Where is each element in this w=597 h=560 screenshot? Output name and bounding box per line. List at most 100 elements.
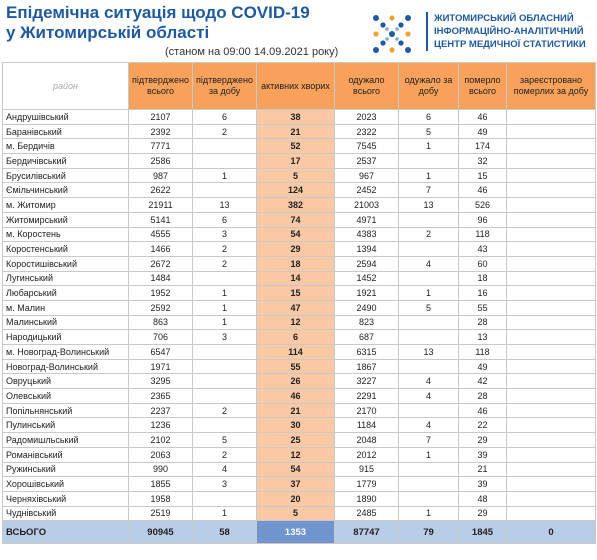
cell-died: 21 (458, 461, 507, 478)
cell-district: Попільнянський (2, 402, 129, 419)
cell-recovered: 1452 (334, 270, 399, 287)
table-row: м. Новоград-Волинський 6547 114 6315 13 118 (2, 344, 596, 360)
cell-active: 21 (256, 402, 335, 419)
cell-confirmed: 6547 (128, 344, 193, 360)
table-row: Хорошівський 1855 3 37 1779 39 (2, 476, 596, 492)
cell-died: 28 (458, 314, 507, 331)
cell-confirmed: 1466 (128, 241, 193, 257)
cell-recovered-day: 1 (398, 138, 459, 155)
cell-confirmed-day: 1 (192, 167, 257, 184)
cell-recovered-day (398, 241, 459, 257)
title-line-1: Епідемічна ситуація щодо COVID-19 (6, 3, 310, 22)
table-row: м. Житомир 21911 13 382 21003 13 526 (2, 197, 596, 213)
header-confirmed: підтверджено всього (128, 62, 193, 110)
cell-recovered-day: 6 (398, 109, 459, 125)
cell-confirmed: 990 (128, 461, 193, 478)
cell-active: 54 (256, 226, 335, 243)
cell-active: 20 (256, 490, 335, 507)
cell-died: 32 (458, 153, 507, 169)
org-name: ЖИТОМИРСЬКИЙ ОБЛАСНИЙ ІНФОРМАЦІЙНО-АНАЛІ… (426, 12, 586, 51)
cell-died-day (506, 299, 596, 316)
header-confirmed-day: підтверджено за добу (192, 62, 257, 110)
cell-district: ВСЬОГО (2, 520, 129, 545)
table-row: Пулинський 1236 30 1184 4 22 (2, 417, 596, 434)
cell-confirmed-day: 2 (192, 402, 257, 419)
cell-recovered-day (398, 329, 459, 345)
cell-died: 60 (458, 255, 507, 272)
cell-died: 39 (458, 476, 507, 492)
cell-recovered-day: 1 (398, 446, 459, 463)
table-row: Романівський 2063 2 12 2012 1 39 (2, 446, 596, 463)
cell-district: Пулинський (2, 417, 129, 434)
cell-recovered-day (398, 358, 459, 375)
cell-confirmed-day: 2 (192, 241, 257, 257)
cell-died: 22 (458, 417, 507, 434)
cell-died-day (506, 314, 596, 331)
cell-confirmed: 2586 (128, 153, 193, 169)
cell-died-day (506, 388, 596, 404)
cell-recovered-day (398, 270, 459, 287)
cell-active: 74 (256, 211, 335, 228)
cell-recovered-day: 1 (398, 505, 459, 522)
cell-confirmed: 2063 (128, 446, 193, 463)
cell-confirmed-day (192, 270, 257, 287)
cell-district: Романівський (2, 446, 129, 463)
cell-district: Коростенський (2, 241, 129, 257)
cell-confirmed: 1971 (128, 358, 193, 375)
cell-active: 55 (256, 358, 335, 375)
cell-confirmed-day: 2 (192, 446, 257, 463)
cell-recovered: 687 (334, 329, 399, 345)
cell-recovered: 2322 (334, 123, 399, 140)
cell-confirmed: 2622 (128, 182, 193, 199)
cell-confirmed: 1236 (128, 417, 193, 434)
cell-recovered: 2023 (334, 109, 399, 125)
cell-recovered: 915 (334, 461, 399, 478)
cell-confirmed: 1484 (128, 270, 193, 287)
cell-recovered-day: 4 (398, 255, 459, 272)
cell-died-day (506, 138, 596, 155)
table-row: Ємільчинський 2622 124 2452 7 46 (2, 182, 596, 199)
cell-recovered-day: 4 (398, 417, 459, 434)
header-district: район (2, 62, 129, 110)
org-line-3: ЦЕНТР МЕДИЧНОЇ СТАТИСТИКИ (434, 39, 586, 50)
cell-died-day (506, 167, 596, 184)
cell-active: 52 (256, 138, 335, 155)
cell-confirmed: 1952 (128, 285, 193, 301)
cell-recovered: 2490 (334, 299, 399, 316)
cell-confirmed-day (192, 182, 257, 199)
cell-confirmed-day (192, 153, 257, 169)
cell-confirmed: 1958 (128, 490, 193, 507)
cell-confirmed: 987 (128, 167, 193, 184)
cell-died: 526 (458, 197, 507, 213)
table-row: м. Бердичів 7771 52 7545 1 174 (2, 138, 596, 155)
title-line-2: у Житомирській області (6, 23, 210, 42)
cell-active: 12 (256, 314, 335, 331)
cell-district: Новоград-Волинський (2, 358, 129, 375)
cell-died: 16 (458, 285, 507, 301)
cell-district: Андрушівський (2, 109, 129, 125)
table-row: Андрушівський 2107 6 38 2023 6 46 (2, 109, 596, 125)
cell-recovered-day (398, 490, 459, 507)
cell-active: 25 (256, 432, 335, 448)
cell-died: 55 (458, 299, 507, 316)
cell-recovered: 2537 (334, 153, 399, 169)
cell-confirmed-day (192, 358, 257, 375)
table-row: Радомишльський 2102 5 25 2048 7 29 (2, 432, 596, 448)
page-title: Епідемічна ситуація щодо COVID-19 у Жито… (6, 3, 310, 43)
cell-died-day: 0 (506, 520, 596, 545)
cell-died: 49 (458, 123, 507, 140)
cell-confirmed: 7771 (128, 138, 193, 155)
cell-died-day (506, 505, 596, 522)
cell-died-day (506, 197, 596, 213)
cell-died: 42 (458, 373, 507, 390)
header-recovered: одужало всього (334, 62, 399, 110)
cell-active: 12 (256, 446, 335, 463)
header-recovered-day: одужало за добу (398, 62, 459, 110)
cell-district: Овруцький (2, 373, 129, 390)
cell-recovered: 2452 (334, 182, 399, 199)
table-row: Житомирський 5141 6 74 4971 96 (2, 211, 596, 228)
cell-active: 18 (256, 255, 335, 272)
date-subtitle: (станом на 09:00 14.09.2021 року) (165, 46, 339, 58)
cell-died: 48 (458, 490, 507, 507)
cell-active: 6 (256, 329, 335, 345)
